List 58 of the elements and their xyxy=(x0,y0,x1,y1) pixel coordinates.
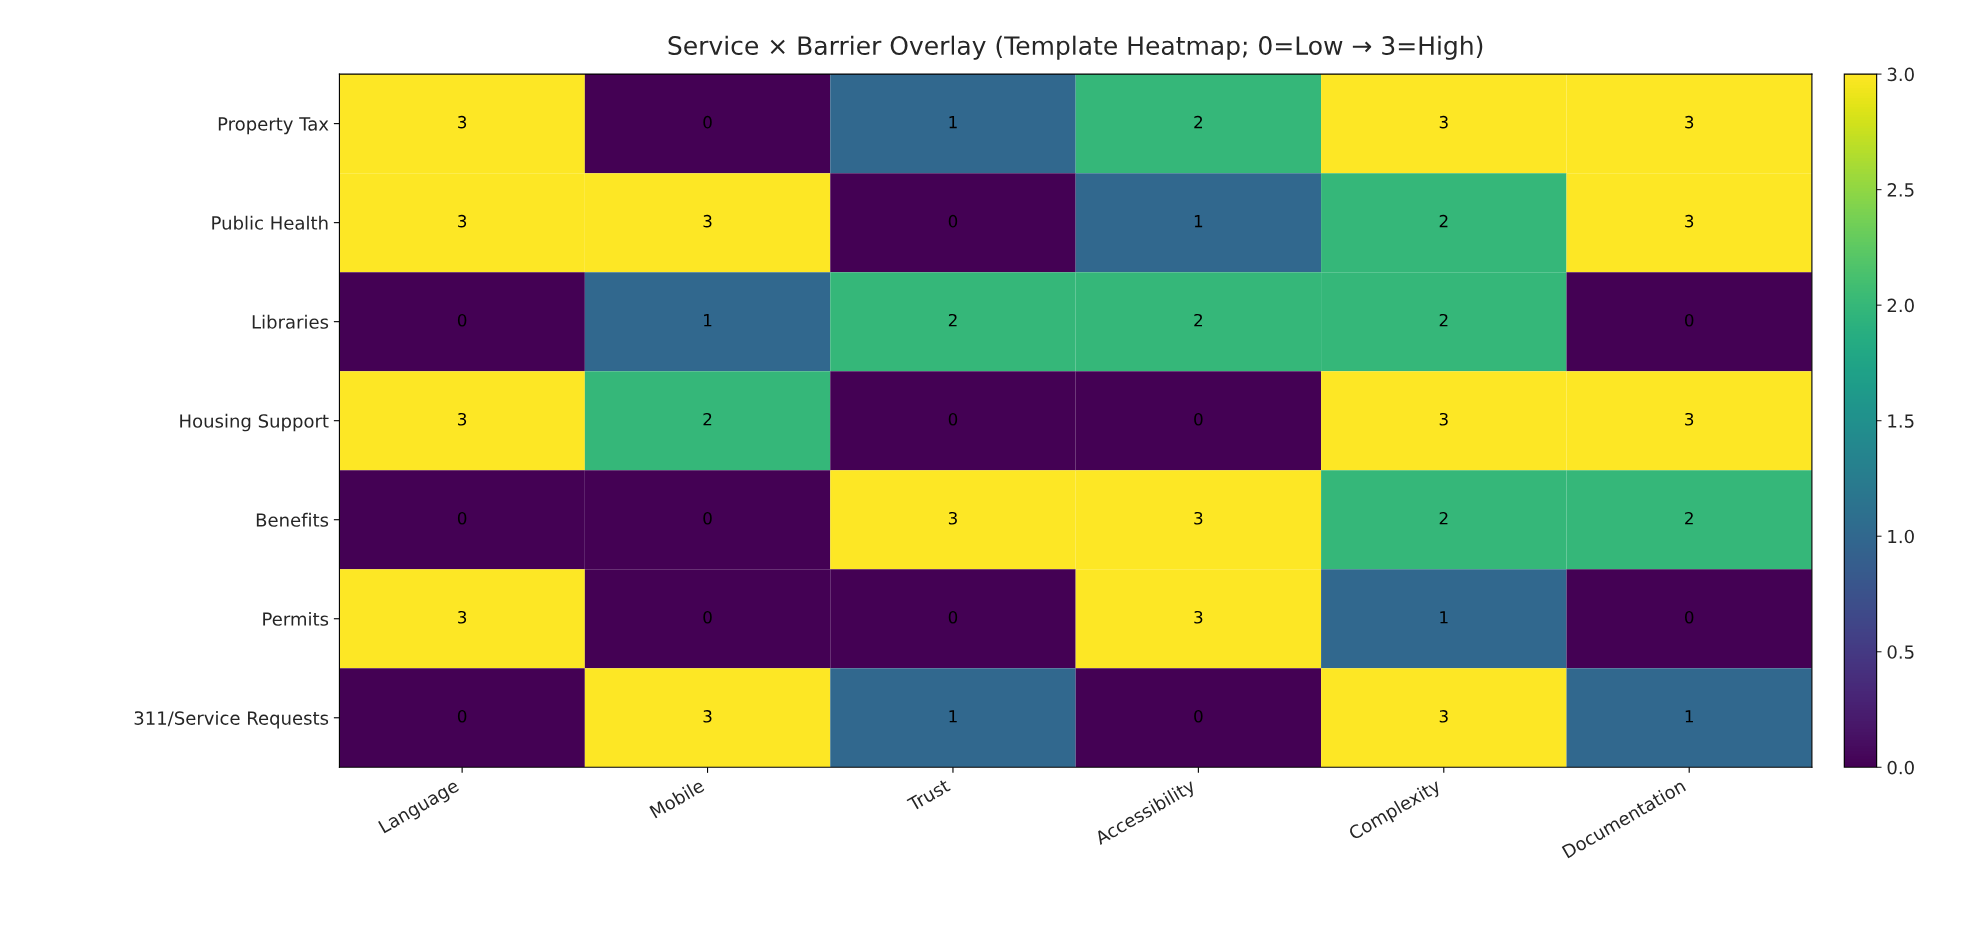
data-label: 3 xyxy=(1439,115,1448,129)
color-bar-label: 0.5 xyxy=(1887,645,1914,659)
color-bar-label: 1.5 xyxy=(1888,414,1914,428)
data-label: 1 xyxy=(1440,611,1448,624)
data-label: 0 xyxy=(948,412,958,426)
data-label: 3 xyxy=(458,115,467,129)
data-label: 1 xyxy=(1685,710,1693,723)
data-label: 0 xyxy=(457,511,467,525)
data-label: 3 xyxy=(703,214,712,228)
y-tick-label: Libraries xyxy=(252,314,329,329)
y-tick-label: Benefits xyxy=(256,512,329,527)
color-bar-label: 2.5 xyxy=(1887,183,1914,197)
color-bar-label: 3.0 xyxy=(1887,67,1914,82)
data-label: 1 xyxy=(1194,215,1203,228)
data-label: 0 xyxy=(1685,313,1694,327)
data-label: 0 xyxy=(1194,710,1203,723)
data-label: 0 xyxy=(948,214,958,228)
data-label: 2 xyxy=(1685,511,1693,525)
data-label: 2 xyxy=(1439,214,1448,228)
data-label: 1 xyxy=(949,116,957,129)
x-tick-label: Trust xyxy=(906,778,951,812)
color-bar-label: 2.0 xyxy=(1887,298,1914,313)
data-label: 3 xyxy=(1685,115,1694,129)
data-label: 1 xyxy=(704,314,712,327)
data-label: 3 xyxy=(948,511,957,525)
data-label: 0 xyxy=(1194,412,1203,426)
data-label: 3 xyxy=(1194,511,1203,525)
data-label: 3 xyxy=(458,214,467,228)
data-label: 2 xyxy=(1194,115,1203,129)
data-label: 2 xyxy=(948,313,957,327)
data-label: 0 xyxy=(1685,610,1694,624)
data-label: 2 xyxy=(1439,313,1448,327)
data-label: 3 xyxy=(1194,610,1203,624)
data-label: 3 xyxy=(1439,710,1448,723)
chart-title: Service × Barrier Overlay (Template Heatmap; 0=Low → 3=High) xyxy=(668,35,1483,60)
y-tick-label: Property Tax xyxy=(218,117,329,135)
data-label: 3 xyxy=(703,710,712,723)
data-label: 0 xyxy=(703,115,712,129)
data-label: 0 xyxy=(457,710,467,723)
data-label: 2 xyxy=(1439,511,1448,525)
data-label: 2 xyxy=(703,412,712,426)
data-label: 3 xyxy=(458,412,467,426)
color-bar-label: 1.0 xyxy=(1888,529,1914,544)
data-label: 0 xyxy=(457,313,467,327)
data-label: 3 xyxy=(458,610,467,624)
data-label: 0 xyxy=(703,610,712,624)
data-label: 1 xyxy=(949,710,957,723)
data-label: 3 xyxy=(1439,412,1448,426)
y-tick-label: Public Health xyxy=(212,215,328,230)
data-label: 3 xyxy=(1685,214,1694,228)
data-label: 3 xyxy=(1685,412,1694,426)
y-tick-label: Permits xyxy=(263,611,329,626)
data-label: 0 xyxy=(703,511,712,525)
color-bar-label: 0.0 xyxy=(1887,760,1914,775)
y-tick-label: 311/Service Requests xyxy=(134,710,329,729)
data-label: 2 xyxy=(1194,313,1203,327)
y-tick-label: Housing Support xyxy=(180,413,329,432)
data-label: 0 xyxy=(948,610,958,624)
